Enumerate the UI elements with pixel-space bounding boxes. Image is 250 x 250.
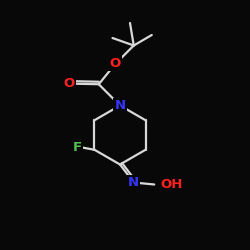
Text: F: F <box>72 141 82 154</box>
Text: O: O <box>64 77 75 90</box>
Text: OH: OH <box>160 178 183 191</box>
Text: O: O <box>109 56 120 70</box>
Text: N: N <box>114 99 126 112</box>
Text: N: N <box>128 176 139 189</box>
